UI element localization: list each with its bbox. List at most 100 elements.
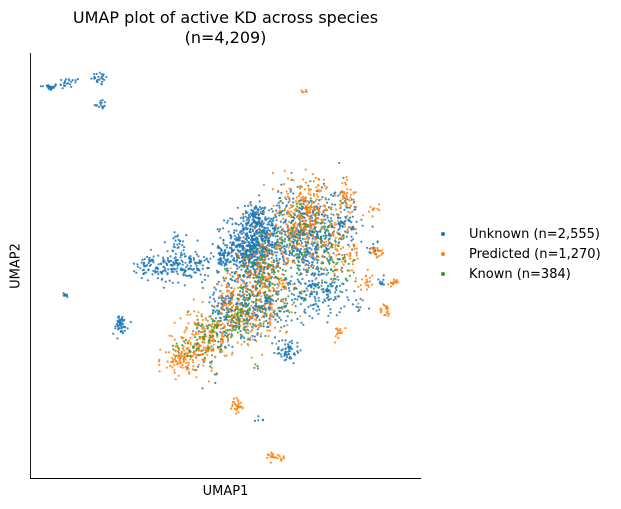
data-point [323,184,326,187]
data-point [171,344,174,347]
data-point [264,255,268,258]
data-point [142,261,146,264]
data-point [258,227,261,231]
data-point [121,315,124,319]
data-point [64,84,67,87]
data-point [202,335,205,338]
data-point [333,277,336,280]
data-point [357,302,360,305]
data-point [269,455,272,459]
data-point [269,306,272,309]
data-point [323,228,326,231]
data-point [175,342,178,345]
data-point [342,282,345,286]
data-point [346,214,349,218]
data-point [238,274,241,277]
data-point [356,257,359,260]
data-point [280,326,283,329]
data-point [242,288,245,291]
data-point [320,272,324,275]
data-point [302,195,305,198]
data-point [342,176,345,179]
data-point [383,304,386,307]
data-point [198,260,202,264]
data-point [380,253,383,256]
data-point [253,238,256,241]
data-point [285,257,288,260]
data-point [327,239,330,243]
data-point [252,338,255,341]
data-point [330,242,333,245]
data-point [278,247,281,250]
data-point [290,221,293,224]
data-point [269,252,272,255]
data-point [202,364,205,367]
data-point [246,288,249,291]
data-point [306,209,309,212]
data-point [351,303,354,306]
data-point [328,289,331,292]
data-point [319,205,322,208]
data-point [221,299,224,302]
data-point [193,310,196,313]
data-point [220,343,223,346]
data-point [345,175,348,178]
data-point [304,244,307,248]
data-point [329,308,332,311]
data-point [234,402,237,406]
data-point [327,219,330,222]
data-point [349,204,352,207]
data-point [298,203,301,206]
data-point [261,268,264,271]
data-point [315,211,318,214]
data-point [292,293,295,296]
data-point [187,274,190,277]
data-point [226,324,229,327]
data-point [262,210,265,213]
data-point [286,210,289,213]
data-point [252,301,255,304]
data-point [132,262,135,265]
data-point [365,288,369,291]
data-point [303,188,307,191]
data-point [266,302,270,305]
data-point [95,72,98,75]
data-point [353,247,356,251]
data-point [273,313,276,316]
data-point [311,240,314,243]
data-point [272,268,275,272]
data-point [336,219,339,223]
data-point [315,309,318,312]
data-point [242,264,245,267]
data-point [250,304,253,307]
data-point [242,285,245,288]
data-point [242,298,245,301]
data-point [224,251,227,254]
data-point [292,301,296,304]
data-point [54,85,57,88]
data-point [346,253,349,256]
data-point [230,353,233,356]
data-point [246,322,249,325]
data-point [286,356,289,359]
data-point [274,456,277,459]
data-point [315,214,318,217]
data-point [317,259,320,262]
data-point [101,107,104,110]
data-point [333,223,336,226]
data-point [185,353,188,356]
data-point [248,215,251,218]
data-point [176,354,180,357]
data-point [303,248,306,251]
data-point [211,309,214,312]
data-point [193,351,196,355]
data-point [222,302,226,305]
data-point [340,235,343,238]
data-point [269,318,272,321]
data-point [181,363,184,367]
data-point [353,290,356,293]
data-point [254,215,257,218]
data-point [314,297,317,300]
data-point [338,253,341,256]
data-point [253,208,256,211]
